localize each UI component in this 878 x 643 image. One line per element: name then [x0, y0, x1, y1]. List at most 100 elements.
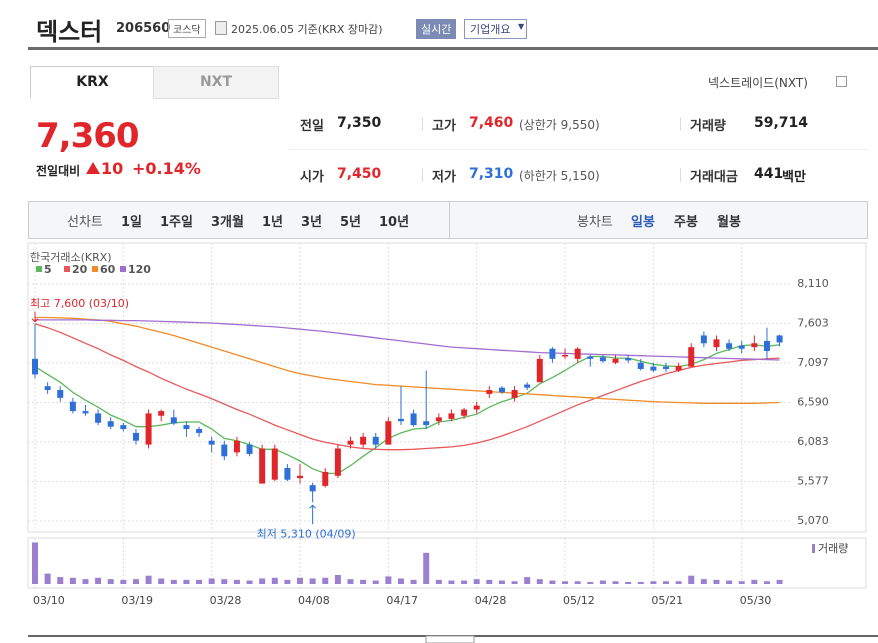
y-tick-label: 5,070 [797, 514, 829, 527]
volume-bar [183, 579, 190, 584]
candle-body [233, 440, 240, 453]
candle-body [776, 335, 783, 343]
info-extra: (하한가 5,150) [519, 169, 600, 183]
candle-period-button[interactable]: 일봉 [631, 215, 655, 230]
volume-bar [57, 577, 64, 584]
candle-body [95, 413, 102, 423]
period-button[interactable]: 1일 [121, 215, 143, 230]
period-button[interactable]: 1년 [262, 215, 284, 230]
up-triangle [86, 162, 100, 174]
volume-bar [95, 577, 102, 584]
x-tick-label: 05/21 [651, 594, 683, 607]
info-label: 시가 [300, 170, 324, 185]
y-tick-label: 6,083 [797, 435, 829, 448]
volume-legend-swatch [812, 544, 815, 553]
info-value: 7,350 [337, 115, 382, 131]
candle-body [726, 343, 733, 349]
volume-bar [385, 576, 392, 584]
volume-bar [82, 579, 89, 584]
candle-body [637, 362, 644, 369]
volume-bar [297, 577, 304, 584]
period-button[interactable]: 3개월 [211, 215, 244, 230]
candle-body [82, 411, 89, 414]
candle-body [675, 365, 682, 371]
volume-bar [738, 581, 745, 584]
candle-body [562, 354, 569, 357]
volume-bar [650, 581, 657, 584]
candle-body [221, 444, 228, 457]
nxt-link[interactable]: 넥스트레이드(NXT) [708, 76, 808, 90]
y-tick-label: 7,097 [797, 356, 829, 369]
candle-period-button[interactable]: 주봉 [674, 215, 698, 230]
x-tick-label: 04/17 [386, 594, 418, 607]
info-value: 7,450 [337, 166, 382, 182]
price-panel [27, 242, 867, 533]
info-extra: (상한가 9,550) [519, 118, 600, 132]
volume-bar [32, 542, 38, 584]
collapse-button[interactable] [425, 635, 475, 643]
volume-bar [663, 581, 669, 584]
candle-body [599, 357, 606, 362]
legend-label: 20 [72, 263, 88, 276]
candle-body [107, 421, 114, 427]
volume-bar [473, 579, 480, 584]
ma-line [35, 316, 780, 404]
candle-body [397, 418, 404, 422]
x-tick-label: 03/28 [210, 594, 242, 607]
period-button[interactable]: 10년 [379, 215, 410, 230]
ma-line [34, 344, 780, 475]
volume-bar [536, 579, 543, 584]
volume-bar [574, 581, 581, 584]
tab-nxt[interactable]: NXT [153, 66, 279, 99]
volume-bar [599, 580, 606, 584]
x-tick-label: 04/28 [475, 594, 507, 607]
candle-body [751, 343, 758, 348]
candle-body [536, 358, 543, 383]
realtime-button[interactable]: 실시간 [416, 19, 457, 39]
volume-bar [233, 579, 240, 584]
info-divider [290, 149, 868, 150]
current-price: 7,360 [36, 116, 140, 156]
legend-swatch [36, 266, 42, 272]
volume-bar [511, 581, 518, 584]
candle-body [145, 413, 152, 445]
volume-bar [549, 580, 556, 584]
period-button[interactable]: 1주일 [160, 215, 193, 230]
period-button[interactable]: 5년 [340, 215, 362, 230]
volume-bar [170, 579, 177, 584]
period-button[interactable]: 3년 [301, 215, 323, 230]
candle-body [322, 471, 329, 486]
low-arrow [309, 504, 316, 525]
y-tick-label: 7,603 [797, 317, 829, 330]
volume-bar [700, 579, 707, 584]
info-value: 7,310 [469, 166, 514, 182]
info-separator [680, 117, 681, 131]
candle-body [372, 436, 379, 445]
legend-swatch [120, 266, 126, 272]
candle-body [473, 405, 480, 410]
candle-body [196, 429, 203, 433]
candle-body [183, 425, 190, 430]
volume-bar [120, 579, 127, 584]
candle-body [574, 348, 581, 359]
volume-bar [107, 579, 114, 584]
info-value: 441 [754, 166, 784, 182]
candle-body [435, 417, 442, 422]
volume-bar [259, 578, 266, 584]
candle-body [271, 448, 278, 480]
volume-bar [713, 579, 720, 584]
stock-name: 덱스터 [36, 18, 103, 46]
volume-bar [688, 575, 695, 584]
line-chart-label: 선차트 [67, 215, 103, 230]
chart-source: 한국거래소(KRX) [30, 251, 112, 264]
volume-bar [271, 577, 278, 584]
candle-period-button[interactable]: 월봉 [717, 215, 741, 230]
candle-body [511, 390, 518, 398]
high-arrow [31, 311, 39, 323]
company-info-button[interactable]: 기업개요 [464, 19, 528, 39]
info-label: 저가 [432, 170, 456, 185]
info-value: 59,714 [754, 115, 809, 131]
volume-bar [625, 581, 632, 584]
volume-bar [309, 578, 316, 584]
